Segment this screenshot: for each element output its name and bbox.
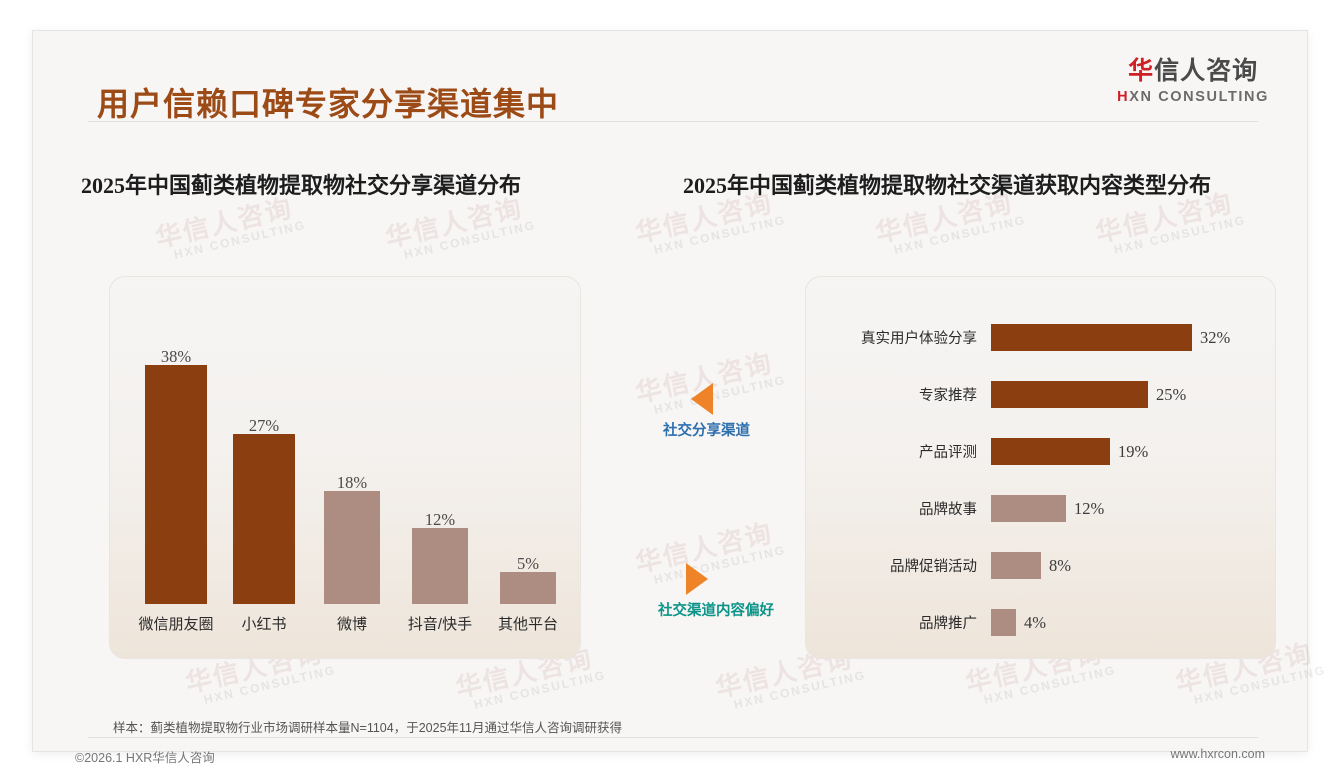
left-chart-title: 2025年中国蓟类植物提取物社交分享渠道分布	[81, 173, 522, 198]
bar-fill	[991, 609, 1016, 636]
column-chart-item: 5% 其他平台	[484, 554, 572, 634]
sample-note: 样本：蓟类植物提取物行业市场调研样本量N=1104，于2025年11月通过华信人…	[113, 721, 622, 735]
bar-fill	[991, 324, 1192, 351]
bar-chart-row: 品牌故事 12%	[806, 495, 1275, 522]
bar-category-label: 专家推荐	[919, 388, 977, 404]
column-chart-item: 12% 抖音/快手	[396, 510, 484, 634]
bar-value-label: 19%	[1118, 441, 1149, 461]
column-bar	[324, 491, 380, 604]
logo-chinese-text: 华信人咨询	[1117, 59, 1269, 84]
bar-chart-row: 产品评测 19%	[806, 438, 1275, 465]
column-value-label: 27%	[248, 416, 280, 435]
bar-value-label: 4%	[1024, 612, 1046, 632]
logo-en-rest: XN CONSULTING	[1129, 89, 1269, 105]
bar-category-label: 品牌故事	[919, 502, 977, 518]
bar-chart-row: 专家推荐 25%	[806, 381, 1275, 408]
footer-divider	[88, 737, 1258, 738]
column-value-label: 5%	[517, 554, 539, 573]
social-share-channel-chart: 38% 微信朋友圈 27% 小红书 18% 微博 12% 抖音/快手 5% 其他平台	[110, 277, 580, 658]
header-divider	[88, 121, 1258, 122]
bar-category-label: 品牌促销活动	[890, 559, 977, 575]
column-bar	[500, 572, 556, 604]
slide-header: 用户信赖口碑专家分享渠道集中 华信人咨询 HXN CONSULTING	[33, 31, 1307, 122]
column-chart-item: 18% 微博	[308, 473, 396, 634]
bar-chart-row: 品牌推广 4%	[806, 609, 1275, 636]
column-value-label: 38%	[160, 347, 192, 366]
bar-chart-row: 真实用户体验分享 32%	[806, 324, 1275, 351]
bar-value-label: 8%	[1049, 555, 1071, 575]
logo-en-accent: H	[1117, 89, 1130, 105]
column-value-label: 18%	[336, 473, 368, 492]
column-category-label: 小红书	[241, 616, 287, 633]
annotation-content-pref-label: 社交渠道内容偏好	[658, 603, 774, 619]
column-category-label: 微博	[336, 616, 367, 633]
column-category-label: 其他平台	[497, 616, 558, 633]
bar-fill	[991, 495, 1066, 522]
social-content-type-chart: 真实用户体验分享 32% 专家推荐 25% 产品评测 19% 品牌故事 12% 品牌促销活动 8%…	[806, 277, 1275, 658]
column-bar	[412, 528, 468, 604]
bar-category-label: 产品评测	[919, 445, 977, 461]
bar-category-label: 真实用户体验分享	[861, 331, 977, 347]
right-chart-title: 2025年中国蓟类植物提取物社交渠道获取内容类型分布	[683, 173, 1212, 198]
bar-fill	[991, 438, 1110, 465]
annotation-share-channel-label: 社交分享渠道	[663, 423, 750, 439]
left-chart-panel: 38% 微信朋友圈 27% 小红书 18% 微博 12% 抖音/快手 5% 其他平台	[109, 276, 581, 659]
copyright-text: ©2026.1 HXR华信人咨询	[75, 751, 215, 765]
column-bar	[145, 365, 207, 604]
right-chart-panel: 真实用户体验分享 32% 专家推荐 25% 产品评测 19% 品牌故事 12% 品牌促销活动 8%…	[805, 276, 1276, 659]
bar-category-label: 品牌推广	[919, 616, 977, 632]
bar-value-label: 32%	[1200, 327, 1231, 347]
bar-fill	[991, 381, 1148, 408]
logo-cn-accent: 华	[1128, 58, 1155, 85]
logo-cn-rest: 信人咨询	[1154, 58, 1259, 85]
bar-chart-row: 品牌促销活动 8%	[806, 552, 1275, 579]
annotation-share-channel: 社交分享渠道	[663, 383, 750, 440]
column-category-label: 抖音/快手	[407, 616, 473, 633]
column-chart-item: 38% 微信朋友圈	[132, 347, 220, 634]
slide-page: 用户信赖口碑专家分享渠道集中 华信人咨询 HXN CONSULTING 2025…	[32, 30, 1327, 765]
company-logo: 华信人咨询 HXN CONSULTING	[1117, 59, 1269, 105]
bar-value-label: 25%	[1156, 384, 1187, 404]
column-chart-item: 27% 小红书	[220, 416, 308, 634]
column-value-label: 12%	[424, 510, 456, 529]
column-category-label: 微信朋友圈	[138, 616, 214, 633]
logo-english-text: HXN CONSULTING	[1117, 90, 1269, 105]
annotation-content-pref: 社交渠道内容偏好	[658, 563, 774, 620]
page-title: 用户信赖口碑专家分享渠道集中	[97, 86, 560, 122]
triangle-right-icon	[686, 563, 708, 595]
bar-fill	[991, 552, 1041, 579]
column-bar	[233, 434, 295, 604]
triangle-left-icon	[691, 383, 713, 415]
bar-value-label: 12%	[1074, 498, 1105, 518]
website-url: www.hxrcon.com	[1170, 747, 1265, 761]
